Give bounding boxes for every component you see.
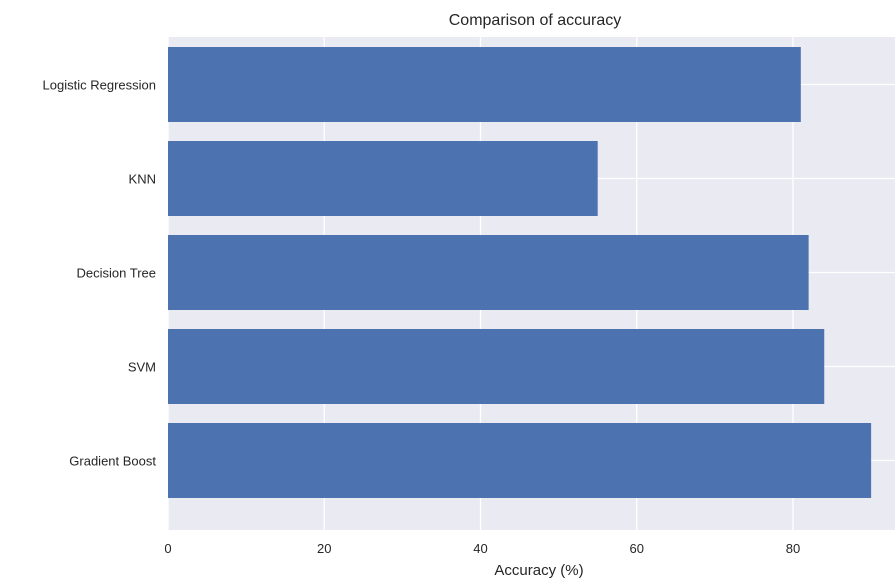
y-tick-label: KNN bbox=[129, 172, 156, 187]
bars bbox=[168, 47, 872, 498]
x-tick-label: 0 bbox=[164, 541, 171, 556]
chart-title: Comparison of accuracy bbox=[449, 12, 622, 29]
y-tick-label: Decision Tree bbox=[77, 266, 156, 281]
bar-logistic-regression bbox=[168, 47, 801, 122]
x-tick-label: 20 bbox=[317, 541, 331, 556]
y-tick-label: SVM bbox=[128, 360, 156, 375]
y-tick-label: Gradient Boost bbox=[69, 454, 156, 469]
x-tick-labels: 0 20 40 60 80 bbox=[164, 541, 800, 556]
x-axis-label: Accuracy (%) bbox=[494, 562, 583, 579]
y-tick-label: Logistic Regression bbox=[43, 78, 156, 93]
bar-knn bbox=[168, 141, 598, 216]
bar-decision-tree bbox=[168, 235, 809, 310]
bar-gradient-boost bbox=[168, 423, 872, 498]
y-tick-labels: Logistic Regression KNN Decision Tree SVM Gr… bbox=[43, 78, 157, 469]
x-tick-label: 60 bbox=[630, 541, 644, 556]
bar-svm bbox=[168, 329, 825, 404]
x-tick-label: 80 bbox=[786, 541, 800, 556]
x-tick-label: 40 bbox=[473, 541, 487, 556]
